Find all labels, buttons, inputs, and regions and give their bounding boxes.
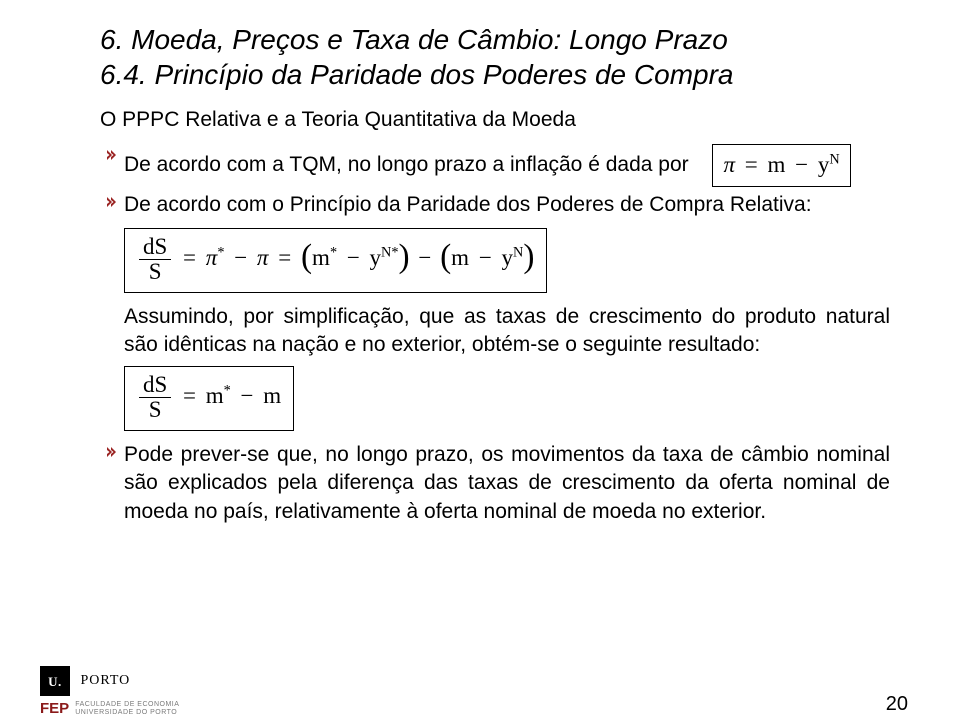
equation-pi-box: π = m − yN bbox=[712, 144, 850, 187]
fep-logo: FEP FACULDADE DE ECONOMIA UNIVERSIDADE D… bbox=[40, 701, 179, 716]
uporto-logo-text: PORTO bbox=[80, 674, 130, 688]
bullet-3-text: Pode prever-se que, no longo prazo, os m… bbox=[124, 441, 890, 526]
bullet-2-text: De acordo com o Princípio da Paridade do… bbox=[124, 191, 890, 219]
bullet-item: De acordo com a TQM, no longo prazo a in… bbox=[100, 144, 890, 187]
explanatory-paragraph: Assumindo, por simplificação, que as tax… bbox=[124, 303, 890, 360]
bullet-item: Pode prever-se que, no longo prazo, os m… bbox=[100, 441, 890, 526]
equation-simplified-row: dS S = m* − m bbox=[124, 366, 890, 431]
subheading: O PPPC Relativa e a Teoria Quantitativa … bbox=[100, 106, 890, 134]
bullet-item: De acordo com o Princípio da Paridade do… bbox=[100, 191, 890, 219]
uporto-logo-icon: U. bbox=[40, 666, 70, 696]
fep-mark: FEP bbox=[40, 701, 69, 716]
footer-logo-block: U. PORTO FEP FACULDADE DE ECONOMIA UNIVE… bbox=[40, 666, 179, 716]
slide: 6. Moeda, Preços e Taxa de Câmbio: Longo… bbox=[0, 0, 960, 728]
equation-main-box: dS S = π* − π = (m* − yN*) − (m − yN) bbox=[124, 228, 547, 293]
slide-content: O PPPC Relativa e a Teoria Quantitativa … bbox=[0, 92, 960, 526]
bullet-marker-icon bbox=[100, 191, 124, 208]
bullet-marker-icon bbox=[100, 144, 124, 161]
fraction-ds-s-2: dS S bbox=[139, 373, 171, 422]
slide-title: 6. Moeda, Preços e Taxa de Câmbio: Longo… bbox=[0, 0, 960, 92]
title-line-2: 6.4. Princípio da Paridade dos Poderes d… bbox=[100, 57, 890, 92]
uporto-logo: U. PORTO bbox=[40, 666, 179, 696]
slide-footer: U. PORTO FEP FACULDADE DE ECONOMIA UNIVE… bbox=[0, 666, 960, 728]
fraction-ds-s: dS S bbox=[139, 235, 171, 284]
title-line-1: 6. Moeda, Preços e Taxa de Câmbio: Longo… bbox=[100, 22, 890, 57]
fep-subtitle: FACULDADE DE ECONOMIA UNIVERSIDADE DO PO… bbox=[75, 701, 179, 716]
bullet-1-text: De acordo com a TQM, no longo prazo a in… bbox=[124, 153, 689, 176]
bullet-marker-icon bbox=[100, 441, 124, 458]
equation-main-row: dS S = π* − π = (m* − yN*) − (m − yN) bbox=[124, 228, 890, 293]
bullet-text: De acordo com a TQM, no longo prazo a in… bbox=[124, 144, 890, 187]
equation-simplified-box: dS S = m* − m bbox=[124, 366, 294, 431]
page-number: 20 bbox=[886, 693, 908, 716]
